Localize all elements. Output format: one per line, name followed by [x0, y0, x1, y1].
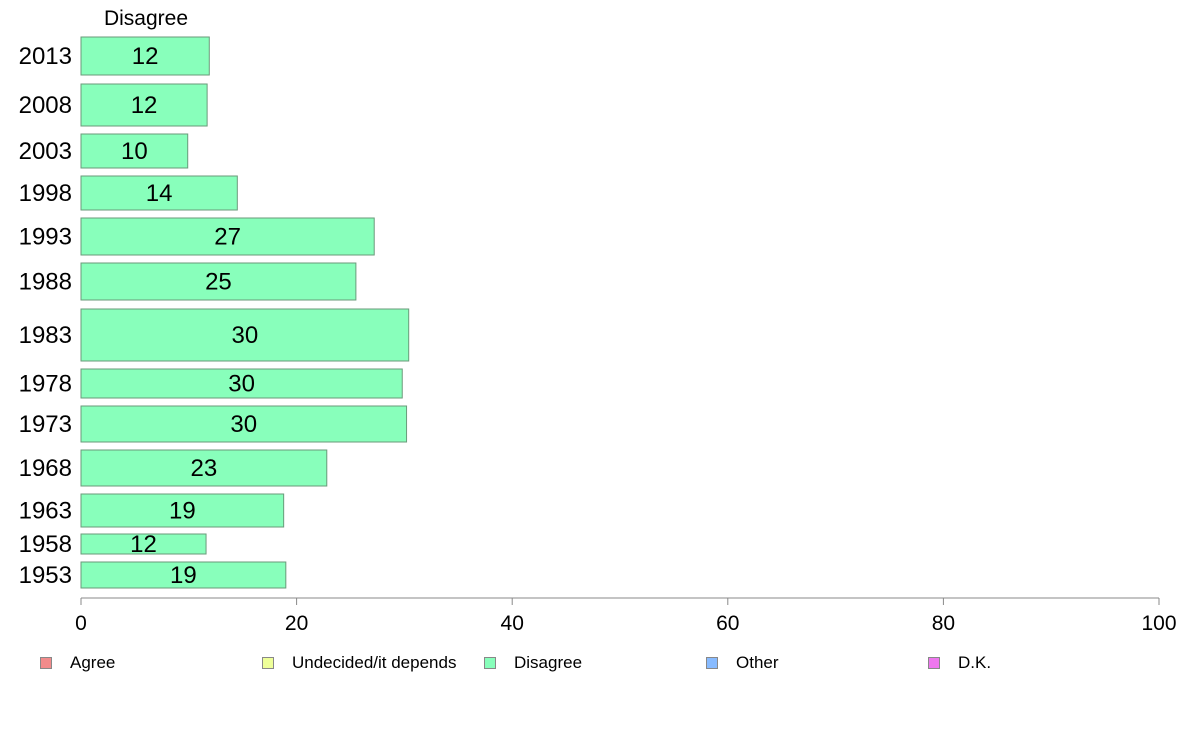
- data-label-1988: 25: [205, 269, 232, 296]
- legend-item-undecided-it-depends: Undecided/it depends: [262, 650, 456, 676]
- y-tick-label-1983: 1983: [19, 322, 72, 349]
- bar-2008: [80, 83, 208, 127]
- bars-group: 12 2013 12 2008 10 2003 14 1998 27 1993 25 1988 30 19…: [19, 36, 410, 589]
- legend-label: Undecided/it depends: [292, 653, 457, 672]
- legend-label: D.K.: [958, 653, 992, 672]
- x-tick-label-100: 100: [1141, 612, 1176, 635]
- y-tick-label-1963: 1963: [19, 498, 72, 525]
- y-tick-label-1973: 1973: [19, 411, 72, 438]
- bar-1958: [80, 533, 207, 555]
- y-tick-label-2003: 2003: [19, 138, 72, 165]
- legend-swatch: [484, 657, 496, 669]
- legend-item-other: Other: [706, 650, 779, 676]
- bar-1973: [80, 405, 408, 443]
- panel-label: Disagree: [104, 7, 188, 30]
- data-label-1983: 30: [232, 322, 259, 349]
- legend-item-disagree: Disagree: [484, 650, 582, 676]
- y-tick-label-2008: 2008: [19, 92, 72, 119]
- legend-item-d-k: D.K.: [928, 650, 991, 676]
- legend-item-agree: Agree: [40, 650, 115, 676]
- bar-1998: [80, 175, 238, 211]
- y-tick-label-1978: 1978: [19, 371, 72, 398]
- data-label-1958: 12: [130, 531, 157, 558]
- legend-label: Disagree: [514, 653, 583, 672]
- x-tick-label-60: 60: [716, 612, 739, 635]
- data-label-1953: 19: [170, 562, 197, 589]
- y-tick-label-1993: 1993: [19, 224, 72, 251]
- data-label-1973: 30: [230, 411, 257, 438]
- data-label-1968: 23: [191, 455, 218, 482]
- bar-2013: [80, 36, 210, 76]
- y-tick-label-1958: 1958: [19, 531, 72, 558]
- bar-1968: [80, 449, 328, 487]
- x-tick-label-80: 80: [932, 612, 955, 635]
- legend: Agree Undecided/it depends Disagree Other D.…: [0, 650, 1188, 678]
- bar-1953: [80, 561, 287, 589]
- bar-1983: [80, 308, 410, 362]
- legend-swatch: [706, 657, 718, 669]
- data-label-1978: 30: [228, 371, 255, 398]
- y-tick-label-1968: 1968: [19, 455, 72, 482]
- data-label-1993: 27: [214, 224, 241, 251]
- y-tick-label-2013: 2013: [19, 43, 72, 70]
- data-label-1963: 19: [169, 498, 196, 525]
- data-label-2013: 12: [132, 43, 159, 70]
- bar-2003: [80, 133, 189, 169]
- y-tick-label-1998: 1998: [19, 180, 72, 207]
- bar-1978: [80, 368, 403, 399]
- x-axis: 0 20 40 60 80 100: [75, 597, 1177, 635]
- data-label-1998: 14: [146, 180, 173, 207]
- legend-swatch: [40, 657, 52, 669]
- data-label-2008: 12: [131, 92, 158, 119]
- legend-label: Other: [736, 653, 779, 672]
- y-tick-label-1953: 1953: [19, 562, 72, 589]
- legend-label: Agree: [70, 653, 116, 672]
- legend-swatch: [262, 657, 274, 669]
- bar-1993: [80, 217, 375, 256]
- data-label-2003: 10: [121, 138, 148, 165]
- bar-1988: [80, 262, 357, 301]
- x-tick-label-20: 20: [285, 612, 308, 635]
- x-tick-label-0: 0: [75, 612, 87, 635]
- bar-1963: [80, 493, 285, 528]
- x-tick-label-40: 40: [501, 612, 524, 635]
- y-tick-label-1988: 1988: [19, 269, 72, 296]
- legend-swatch: [928, 657, 940, 669]
